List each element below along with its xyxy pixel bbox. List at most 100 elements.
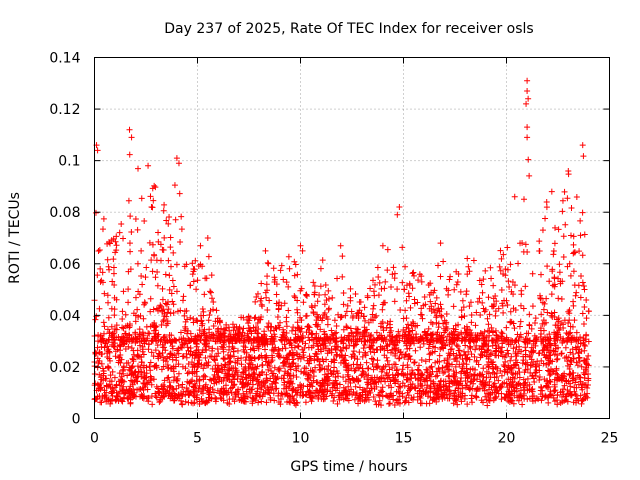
data-point bbox=[579, 209, 586, 216]
data-point bbox=[300, 299, 307, 306]
data-point bbox=[558, 296, 565, 303]
data-point bbox=[281, 379, 288, 386]
data-point bbox=[552, 387, 559, 394]
data-point bbox=[317, 283, 324, 290]
data-point bbox=[496, 263, 503, 270]
data-point bbox=[119, 316, 126, 323]
data-point bbox=[300, 351, 307, 358]
data-point bbox=[134, 363, 141, 370]
data-point bbox=[322, 291, 329, 298]
data-point bbox=[243, 388, 250, 395]
data-point bbox=[293, 350, 300, 357]
data-point bbox=[308, 398, 315, 405]
data-point bbox=[419, 382, 426, 389]
data-point bbox=[299, 346, 306, 353]
data-point bbox=[458, 398, 465, 405]
data-point bbox=[254, 343, 261, 350]
data-point bbox=[372, 379, 379, 386]
data-point bbox=[510, 383, 517, 390]
data-point bbox=[552, 224, 559, 231]
data-point bbox=[531, 320, 538, 327]
data-point bbox=[524, 359, 531, 366]
data-point bbox=[98, 343, 105, 350]
data-point bbox=[220, 348, 227, 355]
y-tick-label: 0.06 bbox=[49, 257, 80, 273]
data-point bbox=[579, 310, 586, 317]
data-point bbox=[351, 367, 358, 374]
data-point bbox=[522, 353, 529, 360]
data-point bbox=[497, 384, 504, 391]
data-point bbox=[241, 365, 248, 372]
data-point bbox=[459, 356, 466, 363]
data-point bbox=[302, 313, 309, 320]
data-point bbox=[561, 382, 568, 389]
data-point bbox=[492, 394, 499, 401]
data-point bbox=[517, 302, 524, 309]
data-point bbox=[113, 242, 120, 249]
data-point bbox=[385, 400, 392, 407]
data-point bbox=[402, 307, 409, 314]
data-point bbox=[524, 124, 531, 131]
data-point bbox=[199, 306, 206, 313]
data-point bbox=[476, 295, 483, 302]
data-point bbox=[271, 397, 278, 404]
data-point bbox=[175, 160, 182, 167]
data-point bbox=[576, 248, 583, 255]
data-point bbox=[407, 304, 414, 311]
data-point bbox=[189, 377, 196, 384]
data-point bbox=[394, 286, 401, 293]
data-point bbox=[98, 360, 105, 367]
data-point bbox=[347, 285, 354, 292]
data-point bbox=[543, 383, 550, 390]
data-point bbox=[277, 267, 284, 274]
data-point bbox=[209, 347, 216, 354]
data-point bbox=[548, 291, 555, 298]
data-point bbox=[139, 281, 146, 288]
data-point bbox=[164, 365, 171, 372]
data-point bbox=[395, 388, 402, 395]
data-point bbox=[557, 389, 564, 396]
data-point bbox=[263, 294, 270, 301]
data-point bbox=[460, 360, 467, 367]
data-point bbox=[402, 263, 409, 270]
data-point bbox=[134, 386, 141, 393]
data-point bbox=[197, 242, 204, 249]
data-point bbox=[146, 363, 153, 370]
data-point bbox=[143, 370, 150, 377]
data-point bbox=[535, 396, 542, 403]
data-point bbox=[147, 359, 154, 366]
data-point bbox=[391, 298, 398, 305]
data-point bbox=[468, 392, 475, 399]
data-point bbox=[273, 291, 280, 298]
data-point bbox=[197, 337, 204, 344]
data-point bbox=[288, 327, 295, 334]
data-point bbox=[576, 358, 583, 365]
x-tick-label: 15 bbox=[395, 431, 413, 447]
data-point bbox=[194, 277, 201, 284]
data-point bbox=[504, 244, 511, 251]
data-point bbox=[157, 302, 164, 309]
data-point bbox=[92, 209, 99, 216]
data-point bbox=[529, 270, 536, 277]
data-point bbox=[176, 190, 183, 197]
data-point bbox=[396, 204, 403, 211]
data-point bbox=[325, 287, 332, 294]
data-point bbox=[213, 307, 220, 314]
data-point bbox=[387, 324, 394, 331]
data-point bbox=[504, 347, 511, 354]
data-point bbox=[399, 279, 406, 286]
data-point bbox=[536, 374, 543, 381]
data-point bbox=[545, 399, 552, 406]
data-point bbox=[214, 345, 221, 352]
data-point bbox=[392, 361, 399, 368]
data-point bbox=[573, 329, 580, 336]
data-point bbox=[126, 240, 133, 247]
data-point bbox=[468, 373, 475, 380]
data-point bbox=[125, 197, 132, 204]
data-point bbox=[522, 241, 529, 248]
data-point bbox=[238, 354, 245, 361]
data-point bbox=[371, 380, 378, 387]
data-point bbox=[286, 265, 293, 272]
data-point bbox=[581, 231, 588, 238]
